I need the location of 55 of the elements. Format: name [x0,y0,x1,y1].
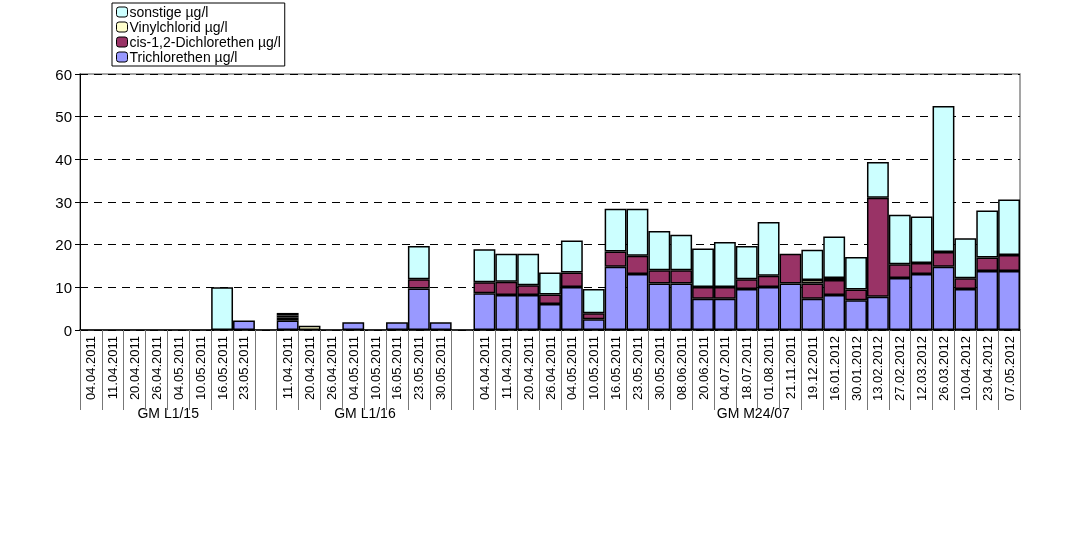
x-tick-label: 26.04.2011 [323,336,339,401]
x-tick-label: 04.05.2011 [564,336,580,401]
x-tick-label: 19.12.2011 [804,336,820,401]
legend-label: Vinylchlorid µg/l [129,19,228,35]
y-tick-label: 10 [55,278,72,296]
x-tick-label: 20.06.2011 [695,336,711,401]
y-tick-label: 50 [55,108,72,126]
x-tick-label: 30.05.2011 [651,336,667,401]
x-tick-label: 21.11.2011 [782,336,798,400]
x-tick-label: 20.04.2011 [520,336,536,401]
x-tick-label: 13.02.2012 [870,336,886,402]
x-tick-label: 11.04.2011 [280,336,296,400]
x-tick-label: 16.05.2011 [608,336,624,401]
y-tick-label: 30 [55,193,72,211]
x-tick-label: 26.04.2011 [149,336,165,401]
x-tick-label: 30.01.2012 [848,336,864,402]
x-tick-label: 01.08.2011 [761,336,777,401]
x-tick-label: 04.04.2011 [476,336,492,401]
x-tick-label: 08.06.2011 [673,336,689,401]
x-tick-label: 11.04.2011 [498,336,514,400]
x-tick-label: 23.05.2011 [411,336,427,401]
y-tick-label: 60 [55,65,72,83]
x-tick-label: 23.04.2012 [979,336,995,402]
text: GM L1/15 [137,405,200,421]
x-tick-label: 23.05.2011 [629,336,645,401]
y-tick-label: 20 [55,236,72,254]
x-tick-label: 26.04.2011 [542,336,558,401]
x-tick-label: 10.05.2011 [367,336,383,401]
x-tick-label: 16.05.2011 [214,336,230,401]
x-tick-label: 10.05.2011 [586,336,602,401]
x-tick-label: 20.04.2011 [302,336,318,401]
x-tick-label: 10.05.2011 [192,336,208,401]
legend-label: sonstige µg/l [129,4,209,20]
x-tick-label: 04.04.2011 [83,336,99,401]
x-tick-label: 20.04.2011 [127,336,143,401]
x-tick-label: 07.05.2012 [1001,336,1017,402]
text: GM M24/07 [716,405,791,421]
x-tick-label: 27.02.2012 [892,336,908,402]
x-tick-label: 16.05.2011 [389,336,405,401]
x-tick-label: 11.04.2011 [105,336,121,400]
x-tick-label: 26.03.2012 [935,336,951,402]
x-tick-label: 04.05.2011 [170,336,186,401]
x-tick-label: 16.01.2012 [826,336,842,402]
x-tick-label: 18.07.2011 [739,336,755,401]
x-tick-label: 30.05.2011 [433,336,449,401]
y-tick-label: 40 [55,150,72,168]
legend-label: Trichlorethen µg/l [129,49,238,65]
x-tick-label: 04.07.2011 [717,336,733,401]
text: GM L1/16 [334,405,396,421]
legend-label: cis-1,2-Dichlorethen µg/l [129,34,281,50]
y-tick-label: 0 [63,321,72,339]
x-tick-label: 04.05.2011 [345,336,361,401]
x-tick-label: 10.04.2012 [957,336,973,402]
x-tick-label: 12.03.2012 [914,336,930,402]
x-tick-label: 23.05.2011 [236,336,252,401]
